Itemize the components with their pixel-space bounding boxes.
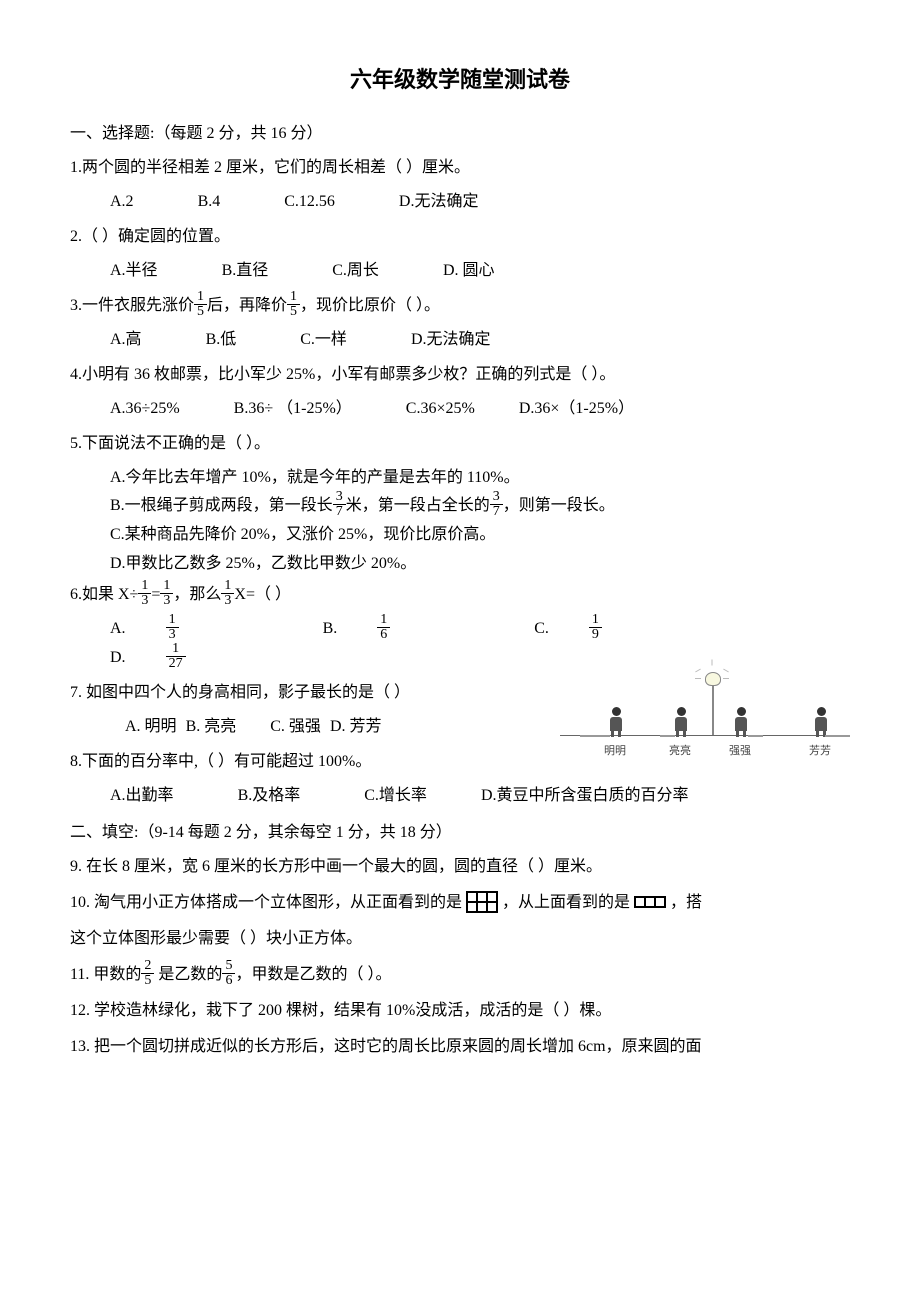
label-liangliang: 亮亮 (665, 742, 695, 762)
q5-option-c: C.某种商品先降价 20%，又涨价 25%，现价比原价高。 (70, 521, 850, 550)
q1-options: A.2 B.4 C.12.56 D.无法确定 (70, 188, 850, 217)
q2-option-c: C.周长 (332, 257, 379, 286)
q10-text: 10. 淘气用小正方体搭成一个立体图形，从正面看到的是 ，从上面看到的是 ，搭 (70, 887, 850, 919)
q3-option-a: A.高 (110, 326, 142, 355)
section1-header: 一、选择题:（每题 2 分，共 16 分） (70, 120, 850, 149)
q6-option-b: B.16 (323, 615, 471, 644)
q13-text: 13. 把一个圆切拼成近似的长方形后，这时它的周长比原来圆的周长增加 6cm，原… (70, 1031, 850, 1063)
q3-text: 3.一件衣服先涨价15后，再降价15，现价比原价（ ）。 (70, 290, 850, 322)
q6-option-d: D.127 (110, 644, 266, 673)
q6-text: 6.如果 X÷13=13，那么13X=（ ） (70, 579, 850, 611)
label-mingming: 明明 (600, 742, 630, 762)
q8-options: A.出勤率 B.及格率 C.增长率 D.黄豆中所含蛋白质的百分率 (70, 782, 850, 811)
q1-option-c: C.12.56 (284, 188, 335, 217)
q4-option-b: B.36÷ （1-25%） (234, 395, 352, 424)
q2-option-d: D. 圆心 (443, 257, 495, 286)
q12-text: 12. 学校造林绿化，栽下了 200 棵树，结果有 10%没成活，成活的是（ ）… (70, 995, 850, 1027)
q7-option-d: D. 芳芳 (330, 713, 382, 742)
person-fangfang-icon (810, 707, 832, 737)
q10-line2: 这个立体图形最少需要（ ）块小正方体。 (70, 923, 850, 955)
page-title: 六年级数学随堂测试卷 (70, 60, 850, 100)
q8-option-a: A.出勤率 (110, 782, 174, 811)
person-mingming-icon (605, 707, 627, 737)
q6-option-a: A.13 (110, 615, 259, 644)
q5-option-a: A.今年比去年增产 10%，就是今年的产量是去年的 110%。 (70, 464, 850, 493)
q3-option-d: D.无法确定 (411, 326, 491, 355)
q3-option-b: B.低 (206, 326, 237, 355)
q11-text: 11. 甲数的25 是乙数的56，甲数是乙数的（ ）。 (70, 959, 850, 991)
section2-header: 二、填空:（9-14 每题 2 分，其余每空 1 分，共 18 分） (70, 819, 850, 848)
q8-option-c: C.增长率 (364, 782, 427, 811)
q3-options: A.高 B.低 C.一样 D.无法确定 (70, 326, 850, 355)
q6-options: A.13 B.16 C.19 D.127 (70, 615, 850, 673)
q1-option-a: A.2 (110, 188, 134, 217)
q1-option-b: B.4 (198, 188, 221, 217)
q4-text: 4.小明有 36 枚邮票，比小军少 25%，小军有邮票多少枚？正确的列式是（ ）… (70, 359, 850, 391)
q2-option-a: A.半径 (110, 257, 158, 286)
q9-text: 9. 在长 8 厘米，宽 6 厘米的长方形中画一个最大的圆，圆的直径（ ）厘米。 (70, 851, 850, 883)
q8-option-d: D.黄豆中所含蛋白质的百分率 (481, 782, 689, 811)
q7-diagram: 明明 亮亮 强强 芳芳 (560, 667, 850, 762)
q1-option-d: D.无法确定 (399, 188, 479, 217)
top-view-grid-icon (634, 896, 666, 908)
q7-option-c: C. 强强 (270, 713, 321, 742)
q1-text: 1.两个圆的半径相差 2 厘米，它们的周长相差（ ）厘米。 (70, 152, 850, 184)
q7-option-a: A. 明明 (125, 713, 177, 742)
q2-option-b: B.直径 (222, 257, 269, 286)
q4-option-a: A.36÷25% (110, 395, 180, 424)
q2-options: A.半径 B.直径 C.周长 D. 圆心 (70, 257, 850, 286)
lamp-icon (705, 672, 721, 736)
label-qiangqiang: 强强 (725, 742, 755, 762)
front-view-grid-icon (466, 891, 498, 913)
q3-option-c: C.一样 (300, 326, 347, 355)
q5-option-b: B.一根绳子剪成两段，第一段长37米，第一段占全长的37，则第一段长。 (70, 492, 850, 521)
person-liangliang-icon (670, 707, 692, 737)
label-fangfang: 芳芳 (805, 742, 835, 762)
q4-option-c: C.36×25% (406, 395, 475, 424)
q4-options: A.36÷25% B.36÷ （1-25%） C.36×25% D.36×（1-… (70, 395, 850, 424)
q4-option-d: D.36×（1-25%） (519, 395, 634, 424)
q2-text: 2.（ ）确定圆的位置。 (70, 221, 850, 253)
q5-text: 5.下面说法不正确的是（ ）。 (70, 428, 850, 460)
q5-option-d: D.甲数比乙数多 25%，乙数比甲数少 20%。 (70, 550, 850, 579)
q7-option-b: B. 亮亮 (186, 713, 237, 742)
person-qiangqiang-icon (730, 707, 752, 737)
q8-option-b: B.及格率 (238, 782, 301, 811)
q6-option-c: C.19 (534, 615, 682, 644)
